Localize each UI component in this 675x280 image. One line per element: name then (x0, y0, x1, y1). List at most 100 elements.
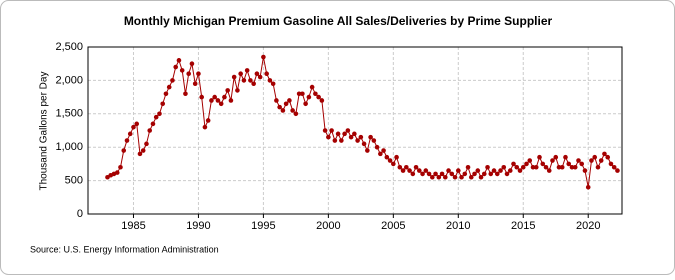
data-point (498, 168, 503, 173)
data-point (290, 108, 295, 113)
x-tick-label: 1985 (121, 220, 145, 232)
data-point (251, 81, 256, 87)
data-point (582, 168, 588, 173)
data-point (455, 168, 461, 173)
data-point (462, 171, 468, 177)
data-point (442, 174, 448, 180)
data-point (170, 78, 175, 83)
data-point (144, 141, 149, 147)
data-point (384, 154, 390, 160)
data-point (569, 164, 575, 170)
x-tick-label: 2005 (381, 220, 405, 232)
data-point (140, 148, 146, 153)
data-point (598, 158, 604, 163)
data-point (546, 168, 552, 173)
data-point (537, 154, 542, 160)
data-point (283, 101, 289, 107)
data-point (244, 68, 250, 73)
data-point (426, 171, 432, 177)
data-point (533, 164, 539, 170)
data-point (417, 168, 422, 173)
data-point (179, 68, 185, 73)
data-point (589, 158, 594, 163)
data-point (322, 128, 328, 133)
y-tick-label: 1,500 (55, 108, 83, 120)
data-point (254, 71, 260, 77)
data-point (196, 71, 201, 77)
x-tick-label: 2010 (446, 220, 470, 232)
data-point (287, 98, 292, 103)
y-tick-label: 500 (65, 175, 83, 187)
data-point (355, 138, 360, 143)
data-point (507, 168, 513, 173)
data-point (465, 164, 471, 170)
data-point (339, 138, 344, 143)
data-point (494, 171, 500, 177)
data-point (595, 164, 601, 170)
data-point (316, 94, 321, 100)
x-tick-label: 1990 (186, 220, 210, 232)
data-point (192, 81, 198, 87)
data-point (611, 164, 617, 170)
data-point (173, 64, 179, 70)
data-point (309, 84, 315, 90)
data-point (566, 161, 572, 167)
x-tick-label: 2020 (576, 220, 600, 232)
data-point (121, 148, 127, 153)
data-point (387, 158, 393, 163)
data-point (114, 170, 120, 175)
data-point (326, 134, 331, 140)
data-point (501, 164, 507, 170)
data-point (400, 168, 406, 173)
data-point (585, 184, 591, 190)
data-point (602, 151, 607, 157)
data-point (127, 131, 133, 137)
data-point (124, 138, 130, 143)
data-point (303, 101, 308, 107)
data-point (293, 111, 299, 117)
data-point (520, 164, 526, 170)
data-point (527, 158, 533, 163)
data-point (248, 78, 253, 83)
plot-area (87, 46, 623, 215)
data-point (550, 158, 555, 163)
data-point (368, 134, 373, 140)
data-point (228, 98, 234, 103)
data-point (530, 164, 536, 170)
y-tick-label: 2,000 (55, 74, 83, 86)
data-point (153, 114, 159, 120)
data-point (329, 128, 334, 133)
data-point (235, 88, 240, 93)
data-point (511, 161, 516, 167)
data-point (563, 154, 568, 160)
data-point (468, 174, 474, 180)
data-point (556, 164, 562, 170)
data-point (485, 164, 490, 170)
y-tick-label: 0 (77, 208, 83, 220)
data-point (592, 154, 598, 160)
data-point (238, 71, 243, 77)
data-point (452, 174, 458, 180)
data-point (371, 138, 377, 143)
data-point (166, 84, 172, 90)
data-point (404, 164, 409, 170)
data-point (313, 91, 318, 97)
data-point (137, 151, 143, 157)
y-axis-label: Thousand Gallons per Day (39, 72, 50, 191)
data-point (205, 118, 211, 123)
data-point (433, 171, 438, 177)
data-point (413, 164, 419, 170)
x-tick-label: 2015 (511, 220, 535, 232)
data-point (118, 164, 123, 170)
data-point (439, 171, 445, 177)
data-point (430, 174, 435, 180)
data-point (576, 158, 581, 163)
x-tick-label: 1995 (251, 220, 275, 232)
x-tick-label: 2000 (316, 220, 340, 232)
data-point (296, 91, 302, 97)
data-point (270, 81, 276, 87)
data-point (348, 134, 354, 140)
data-point (332, 138, 338, 143)
